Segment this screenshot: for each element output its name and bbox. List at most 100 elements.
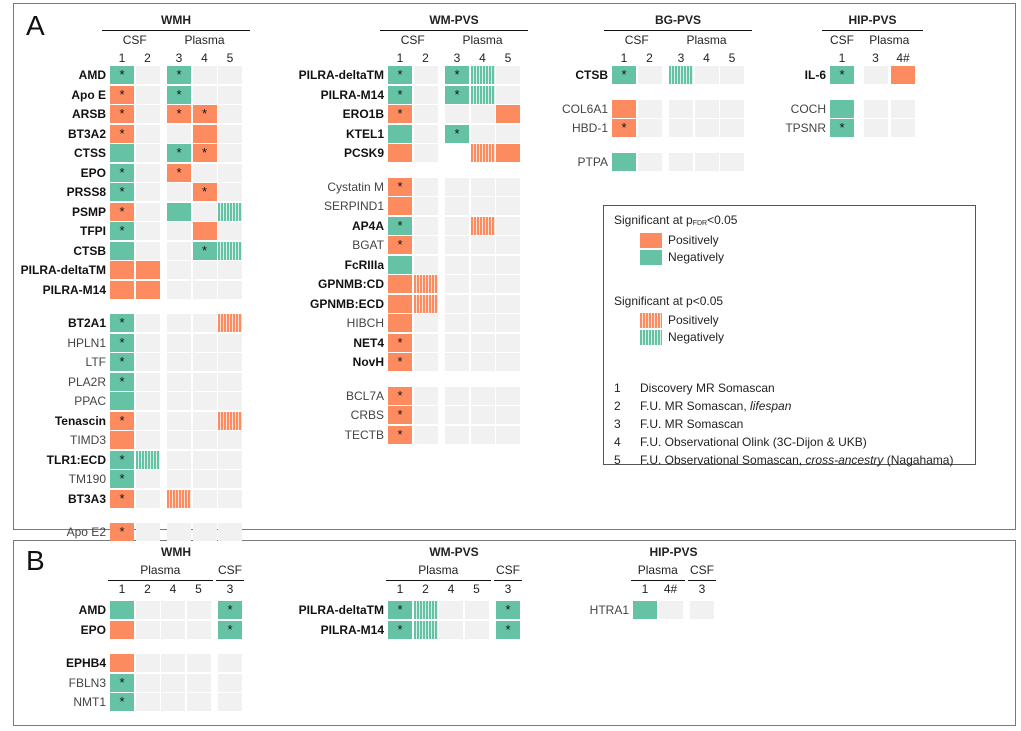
heatmap-cell: *: [110, 66, 134, 84]
heatmap-cell: [470, 85, 495, 104]
heatmap-cell: [470, 294, 495, 313]
column-label: 3: [175, 51, 183, 65]
heatmap-cell: [445, 314, 469, 332]
row-label: PPAC: [74, 394, 106, 408]
heatmap-cell: [669, 99, 693, 118]
heatmap-cell: [110, 392, 134, 410]
heatmap-cell: [388, 314, 412, 332]
row-label: BCL7A: [345, 388, 384, 403]
legend-swatch-positive-p: [640, 313, 662, 328]
heatmap-cell: *: [218, 620, 242, 639]
heatmap-cell: [439, 620, 463, 639]
heatmap-cell: [413, 85, 438, 104]
heatmap-cell: [186, 654, 211, 672]
legend-study-num: 2: [614, 399, 621, 413]
heatmap-cell: [167, 280, 191, 299]
heatmap-cell: *: [110, 163, 134, 182]
heatmap-cell: [218, 314, 242, 332]
column-label: 2: [144, 51, 151, 65]
heatmap-cell: [192, 372, 217, 391]
column-label: 4: [201, 51, 208, 65]
heatmap-cell: [413, 105, 438, 123]
row-label: CTSB: [575, 68, 608, 82]
row-label: GPNMB:ECD: [310, 296, 384, 311]
row-label: PTPA: [577, 154, 608, 169]
heatmap-cell: [413, 177, 438, 196]
heatmap-cell: [167, 372, 191, 391]
group-underline: [386, 580, 491, 581]
heatmap-cell: [720, 119, 744, 137]
block-title: BG-PVS: [654, 13, 701, 27]
heatmap-cell: [110, 280, 134, 299]
heatmap-cell: [496, 124, 520, 143]
row-label: TIMD3: [70, 433, 106, 447]
row-label: NMT1: [73, 695, 106, 709]
block-title: WM-PVS: [429, 545, 479, 559]
heatmap-cell: *: [167, 85, 191, 104]
heatmap-cell: [413, 425, 438, 444]
heatmap-cell: [690, 601, 714, 619]
column-label: 1: [620, 51, 628, 65]
heatmap-cell: *: [388, 66, 412, 84]
heatmap-cell: [496, 386, 520, 405]
row-label: AP4A: [351, 218, 384, 233]
heatmap-cell: *: [388, 85, 412, 104]
row-label: COCH: [790, 101, 826, 116]
heatmap-cell: [464, 601, 489, 619]
heatmap-cell: [218, 523, 242, 541]
row-label: BT3A3: [67, 491, 106, 506]
row-label: FBLN3: [68, 675, 106, 690]
column-label: 1: [118, 582, 126, 596]
heatmap-cell: *: [110, 353, 134, 371]
heatmap-cell: *: [167, 163, 191, 182]
row-label: PILRA-M14: [320, 87, 384, 102]
heatmap-cell: [218, 202, 242, 221]
heatmap-cell: *: [110, 222, 134, 240]
heatmap-cell: *: [388, 620, 412, 639]
heatmap-cell: [470, 275, 495, 293]
heatmap-cell: [496, 105, 520, 123]
heatmap-cell: *: [110, 124, 134, 143]
row-label: TFPI: [80, 224, 106, 238]
heatmap-cell: [669, 152, 693, 171]
heatmap-cell: [167, 202, 191, 221]
group-label: CSF: [624, 33, 649, 47]
heatmap-cell: [135, 124, 160, 143]
column-label: 2: [422, 582, 429, 596]
heatmap-cell: [496, 314, 520, 332]
heatmap-cell: [388, 144, 412, 162]
row-label: Apo E2: [66, 525, 106, 539]
heatmap-cell: [218, 163, 242, 182]
row-label: PILRA-deltaTM: [20, 263, 106, 277]
heatmap-cell: [135, 66, 160, 84]
heatmap-cell: *: [110, 202, 134, 221]
heatmap-cell: [470, 353, 495, 371]
heatmap-cell: [218, 144, 242, 162]
heatmap-cell: *: [110, 693, 134, 711]
heatmap-cell: [110, 144, 134, 162]
heatmap-cell: *: [830, 119, 854, 137]
heatmap-cell: [135, 411, 160, 430]
legend-study-text: F.U. MR Somascan: [640, 417, 744, 431]
group-label: CSF: [218, 563, 242, 577]
column-label: 4: [169, 582, 177, 596]
heatmap-cell: [470, 255, 495, 274]
column-label: 1: [641, 582, 649, 596]
row-label: AMD: [78, 603, 106, 617]
heatmap-cell: [135, 183, 160, 201]
heatmap-cell: *: [110, 183, 134, 201]
heatmap-cell: [192, 411, 217, 430]
heatmap-cell: [720, 99, 744, 118]
heatmap-cell: [445, 197, 469, 215]
heatmap-cell: [192, 280, 217, 299]
heatmap-cell: [161, 673, 185, 692]
heatmap-cell: [445, 294, 469, 313]
group-label: Plasma: [637, 563, 678, 577]
heatmap-cell: [470, 236, 495, 254]
heatmap-cell: [413, 144, 438, 162]
legend-fdr-title: Significant at pFDR<0.05: [614, 213, 738, 227]
heatmap-cell: [110, 431, 134, 449]
block-title: HIP-PVS: [848, 13, 897, 27]
row-label: SERPIND1: [323, 199, 384, 213]
column-label: 4#: [896, 51, 910, 65]
